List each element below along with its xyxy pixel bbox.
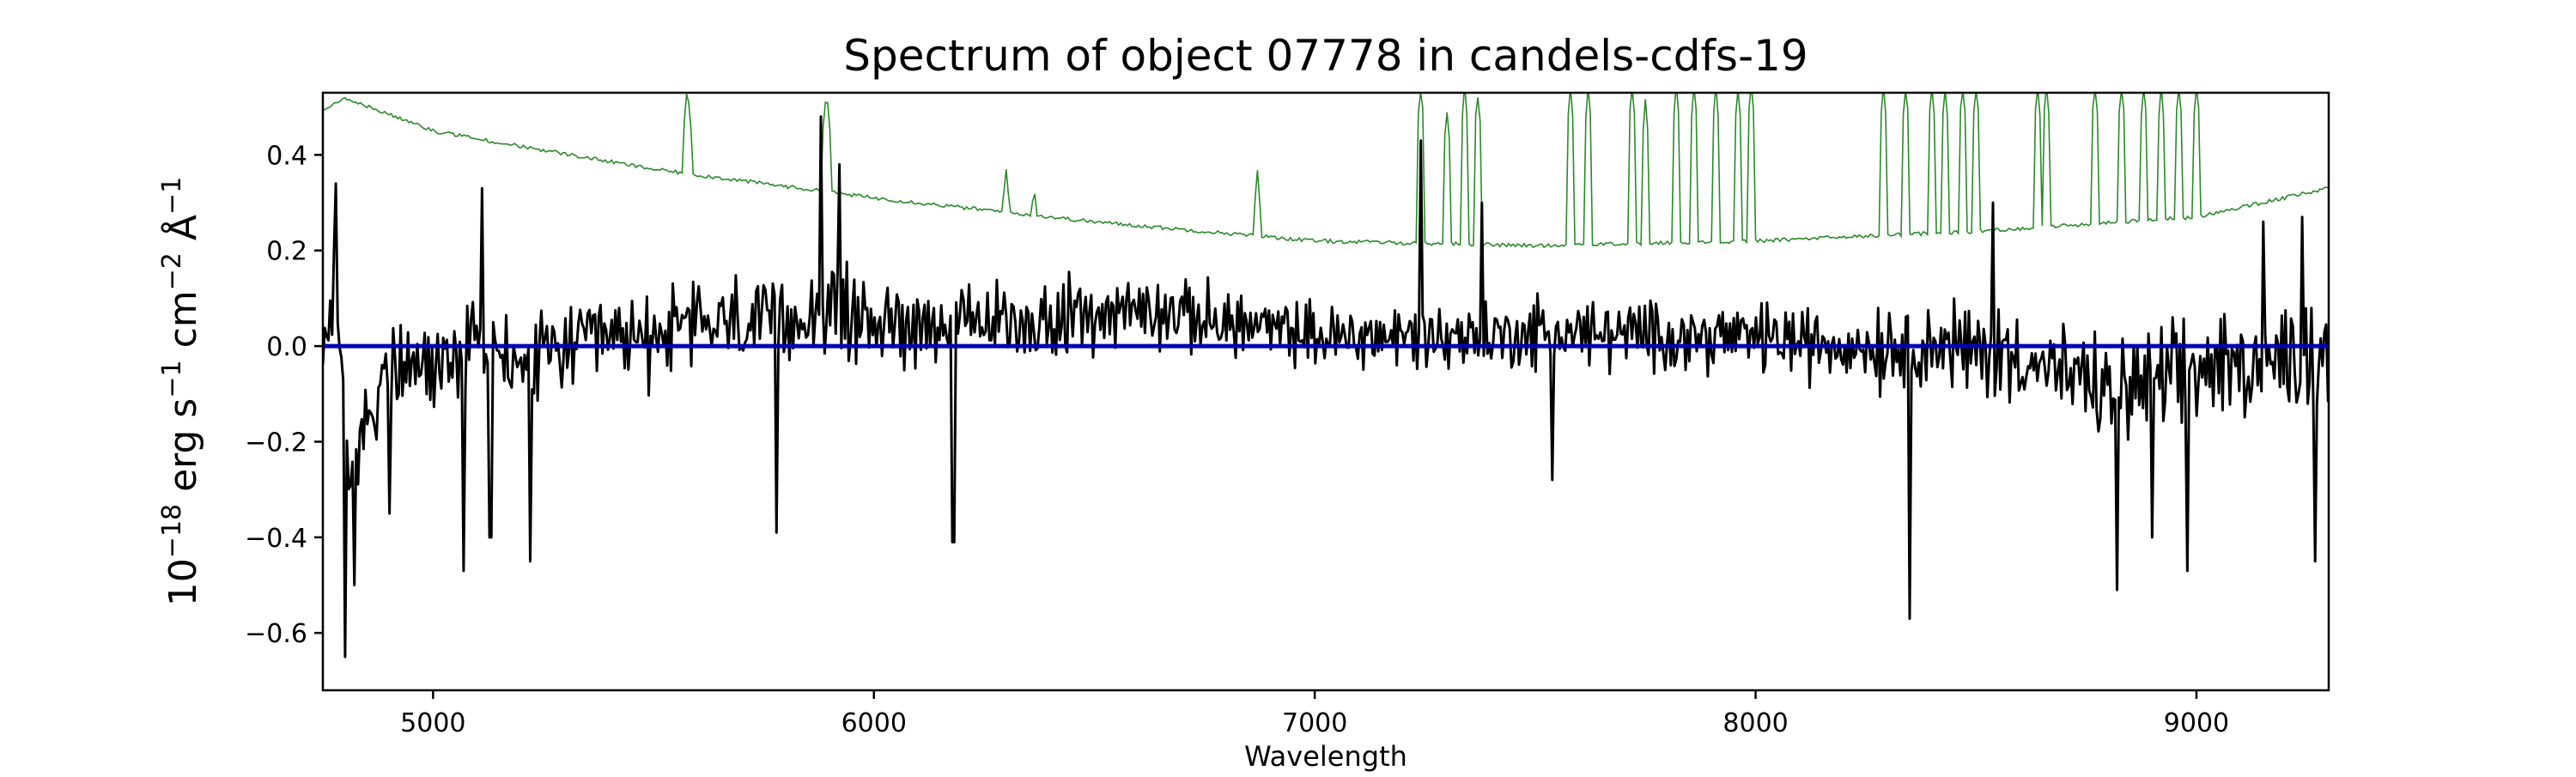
y-tick-label: 0.0: [266, 332, 307, 362]
y-label-unit1-exp: −1: [157, 360, 187, 398]
y-label-unit3: Å: [160, 215, 205, 252]
x-tick-label: 9000: [2164, 708, 2229, 738]
x-tick-label: 8000: [1722, 708, 1788, 738]
y-label-unit2-exp: −2: [157, 252, 187, 290]
chart-title: Spectrum of object 07778 in candels-cdfs…: [843, 31, 1808, 81]
y-label-base: 10: [161, 558, 205, 606]
y-tick-label: 0.4: [266, 141, 307, 171]
y-label-unit2: cm: [161, 290, 205, 360]
plot-area: [323, 93, 2329, 659]
y-tick-label: 0.2: [266, 237, 307, 267]
y-tick-label: −0.4: [245, 524, 307, 554]
y-label-unit1: erg s: [161, 398, 205, 504]
x-axis-label: Wavelength: [1244, 740, 1407, 773]
y-axis-label: 10−18 erg s−1 cm−2 Å−1: [157, 177, 205, 606]
series-line-flux: [323, 115, 2329, 659]
x-tick-label: 6000: [841, 708, 907, 738]
x-tick-label: 7000: [1282, 708, 1347, 738]
x-axis: 5000 6000 7000 8000 9000: [400, 690, 2229, 738]
y-tick-label: −0.6: [245, 619, 307, 649]
y-label-base-exp: −18: [157, 504, 187, 558]
series-line-noise: [323, 93, 2329, 249]
plot-frame: [321, 91, 2330, 692]
y-tick-label: −0.2: [245, 428, 307, 458]
x-tick-label: 5000: [400, 708, 465, 738]
y-label-unit3-exp: −1: [157, 177, 187, 215]
y-axis: −0.6 −0.4 −0.2 0.0 0.2 0.4: [245, 141, 323, 649]
